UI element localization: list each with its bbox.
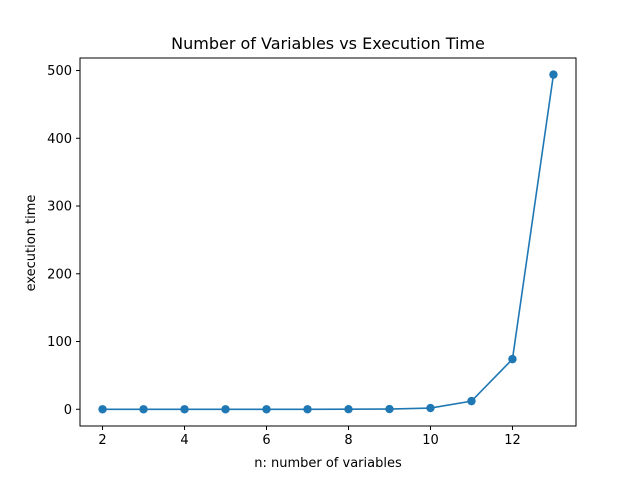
data-point xyxy=(467,396,476,406)
data-point xyxy=(221,405,230,414)
data-point xyxy=(98,405,107,414)
data-point xyxy=(139,405,148,414)
data-point xyxy=(385,404,394,414)
chart-title: Number of Variables vs Execution Time xyxy=(171,34,485,53)
data-point xyxy=(303,405,312,414)
x-tick-label: 10 xyxy=(422,433,439,448)
y-tick-label: 400 xyxy=(47,132,72,147)
data-point xyxy=(508,354,517,364)
series-line xyxy=(102,74,555,411)
x-axis-label: n: number of variables xyxy=(254,456,402,471)
data-point xyxy=(549,70,558,79)
y-tick-label: 0 xyxy=(64,403,72,418)
x-tick-label: 4 xyxy=(180,433,188,448)
x-tick-label: 12 xyxy=(504,433,521,448)
x-tick-label: 6 xyxy=(262,433,270,448)
y-tick-label: 300 xyxy=(47,200,72,215)
y-tick-label: 500 xyxy=(47,64,72,79)
y-tick-label: 100 xyxy=(47,335,72,350)
y-tick-label: 200 xyxy=(47,267,72,282)
data-point xyxy=(426,403,435,413)
plot-area: 2 4 6 8 10 12 0 100 200 300 400 500 xyxy=(47,57,577,448)
axes-frame xyxy=(79,57,577,427)
x-tick-label: 2 xyxy=(98,433,106,448)
y-axis-label: execution time xyxy=(24,195,39,292)
data-point xyxy=(180,405,189,414)
x-tick-label: 8 xyxy=(344,433,352,448)
data-point xyxy=(262,405,271,414)
data-point xyxy=(344,404,353,414)
